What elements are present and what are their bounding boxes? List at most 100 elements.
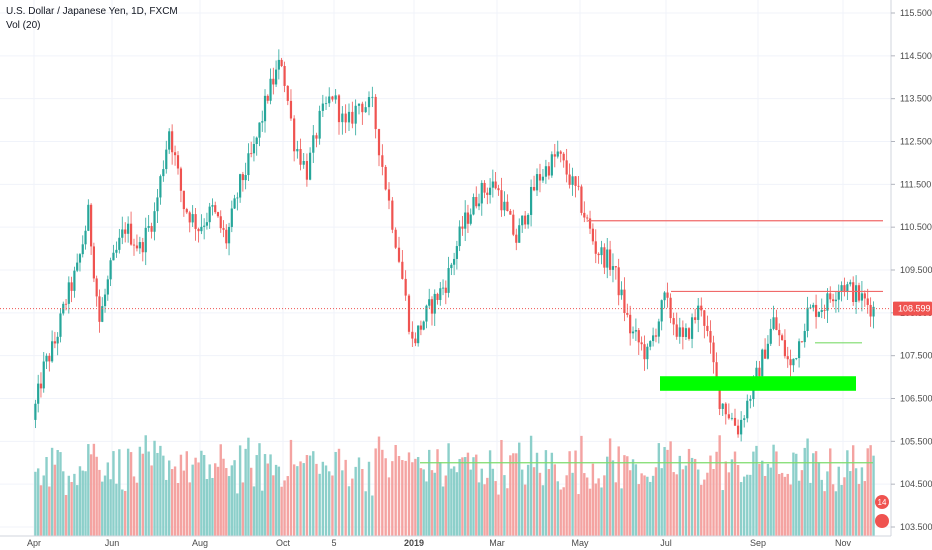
volume-bar [416,457,420,536]
volume-bar [684,465,688,536]
candle-body [299,149,302,165]
volume-bar [361,469,364,536]
volume-bar [556,481,559,536]
volume-bar [233,460,236,536]
candle-body [866,298,869,305]
candle-body [766,343,770,359]
volume-bar [277,466,281,536]
volume-bar [95,456,98,536]
x-tick-label: Sep [750,538,766,548]
volume-bar [347,486,351,536]
candle-body [67,282,70,304]
volume-bar [202,455,206,536]
candle-body [761,349,764,377]
volume-bar [463,457,467,536]
volume-bar [216,466,220,536]
candle-body [461,226,464,229]
volume-bar [381,449,384,536]
volume-bar [866,448,869,536]
candle-body [129,223,133,245]
candle-body [809,307,812,309]
volume-bar [56,450,59,536]
volume-bar [135,482,139,536]
volume-bar [778,474,781,536]
volume-bar [377,436,381,536]
volume-bar [48,486,51,536]
candle-body [263,95,267,122]
candle-body [344,113,347,123]
candle-body [574,176,577,186]
candle-body [367,97,371,108]
volume-bar [860,467,864,536]
candle-body [550,154,553,176]
candle-body [150,226,153,232]
candle-body [486,192,489,195]
volume-bar [846,450,849,536]
volume-bar [600,487,603,536]
volume-bar [672,472,675,536]
volume-bar [422,469,425,536]
volume-bar [436,449,439,536]
candle-body [743,418,746,420]
volume-bar [197,462,200,536]
candle-body [417,325,420,344]
candle-body [497,188,500,191]
candle-body [663,292,666,301]
volume-bar [283,480,286,536]
y-tick-label: 115.500 [900,8,932,18]
candle-body [141,242,144,253]
volume-bar [826,471,829,536]
candle-body [634,330,637,332]
candle-body [106,279,109,295]
candle-body [230,208,233,227]
volume-bar [663,447,666,536]
candle-body [559,151,562,154]
volume-bar [208,464,211,536]
candle-body [852,282,855,302]
volume-bar [817,462,821,536]
volume-bar [258,443,261,536]
volume-bar [603,475,606,536]
volume-bar [112,451,115,536]
volume-bar [538,472,542,536]
candle-body [800,341,804,343]
volume-bar [156,452,159,536]
y-tick-label: 114.500 [900,51,932,61]
volume-bar [809,482,812,536]
volume-bar [241,482,245,536]
volume-bar [296,466,299,536]
volume-bar [532,467,536,536]
volume-bar [637,484,640,536]
alert-badge[interactable]: 14 [874,494,890,532]
volume-bar [118,449,121,536]
candle-body [197,228,200,232]
candle-body [250,153,253,155]
candle-body [364,107,367,113]
candle-body [168,131,171,150]
candle-body [535,174,539,191]
volume-bar [34,471,37,536]
volume-bar [302,463,305,536]
volume-bar [565,475,568,536]
candle-body [706,325,709,332]
volume-bar [763,475,767,536]
candle-body [318,110,321,139]
candle-body [626,313,629,315]
candle-body [236,197,239,199]
volume-bar [292,464,296,536]
volume-bar [466,452,470,536]
volume-bar [512,453,515,536]
candle-body [391,200,394,230]
candle-body [194,214,197,229]
volume-bar [401,460,404,536]
candle-body [834,299,838,302]
candle-body [293,118,296,152]
volume-bar [831,484,835,536]
candle-body [162,169,165,177]
support-zone[interactable] [660,376,856,391]
candle-body [583,212,586,218]
volume-bar [628,470,632,536]
candle-body [657,321,660,337]
